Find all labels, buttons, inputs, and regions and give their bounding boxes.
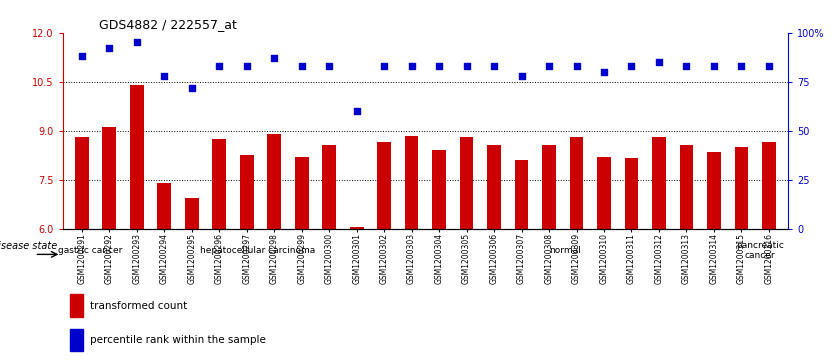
Bar (652, 137, 666, 229)
Point (323, 63, 336, 69)
Point (487, 63, 500, 69)
Bar (432, 150, 446, 229)
Point (405, 63, 419, 69)
Text: hepatocellular carcinoma: hepatocellular carcinoma (200, 246, 315, 255)
Point (460, 63, 473, 69)
Point (158, 73, 171, 79)
Point (75, 53, 88, 59)
Bar (515, 160, 529, 229)
Bar (460, 137, 474, 229)
Point (185, 85, 198, 90)
Point (735, 63, 748, 69)
Bar (487, 145, 501, 229)
Bar (240, 155, 254, 229)
Point (240, 63, 254, 69)
Text: percentile rank within the sample: percentile rank within the sample (90, 335, 266, 345)
Text: pancreatic
cancer: pancreatic cancer (736, 241, 784, 260)
Bar (70, 329, 83, 351)
Bar (185, 197, 198, 229)
Bar (103, 127, 116, 229)
Bar (542, 145, 556, 229)
Bar (735, 147, 748, 229)
Point (652, 59, 666, 65)
Point (378, 63, 391, 69)
Bar (213, 139, 226, 229)
Bar (349, 227, 364, 229)
Bar (158, 183, 171, 229)
Point (213, 63, 226, 69)
Point (597, 69, 610, 75)
Point (515, 73, 528, 79)
Text: GDS4882 / 222557_at: GDS4882 / 222557_at (98, 19, 237, 32)
Point (130, 40, 143, 45)
Point (570, 63, 583, 69)
Bar (707, 152, 721, 229)
Text: normal: normal (549, 246, 580, 255)
Bar (762, 142, 776, 229)
Bar (75, 137, 88, 229)
Bar (597, 157, 610, 229)
Bar (70, 294, 83, 317)
Text: disease state: disease state (0, 241, 58, 250)
Bar (130, 85, 143, 229)
Point (762, 63, 776, 69)
Point (432, 63, 445, 69)
Point (268, 55, 281, 61)
Point (103, 45, 116, 51)
Point (625, 63, 638, 69)
Bar (268, 134, 281, 229)
Bar (404, 136, 419, 229)
Point (542, 63, 555, 69)
Point (707, 63, 721, 69)
Point (295, 63, 309, 69)
Bar (294, 157, 309, 229)
Text: transformed count: transformed count (90, 301, 188, 310)
Bar (570, 137, 583, 229)
Text: gastric cancer: gastric cancer (58, 246, 123, 255)
Point (350, 108, 364, 114)
Bar (322, 145, 336, 229)
Bar (680, 145, 693, 229)
Point (680, 63, 693, 69)
Bar (377, 142, 391, 229)
Bar (625, 158, 638, 229)
